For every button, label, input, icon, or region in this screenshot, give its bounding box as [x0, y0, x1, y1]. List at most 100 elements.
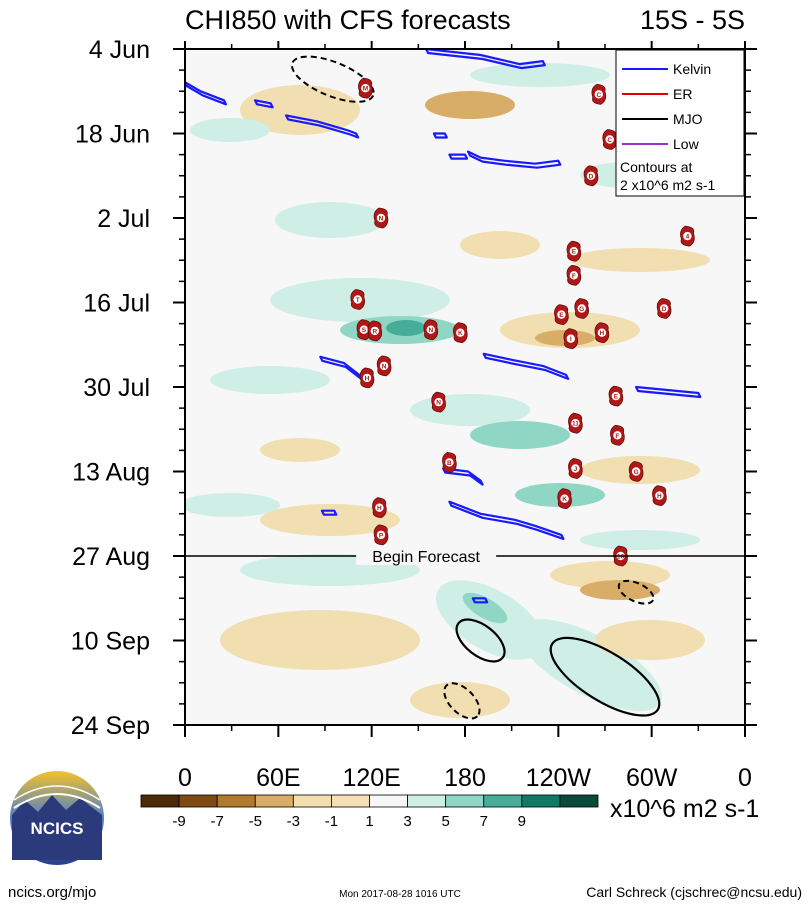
storm-label: B	[447, 460, 452, 467]
colorbar-swatch	[445, 794, 485, 808]
storm-marker: E	[608, 385, 624, 407]
colorbar-swatch	[292, 794, 332, 808]
footer-timestamp: Mon 2017-08-28 1016 UTC	[339, 889, 461, 900]
storm-label: P	[379, 532, 384, 539]
colorbar-swatch	[483, 794, 523, 808]
x-tick-label: 60E	[256, 764, 300, 792]
legend-note-line1: Contours at	[620, 159, 692, 175]
y-tick-label: 13 Aug	[72, 459, 150, 487]
footer-site: ncics.org/mjo	[8, 884, 96, 901]
storm-eye	[376, 530, 386, 540]
colorbar-tick-label: -3	[287, 813, 300, 830]
storm-eye	[560, 494, 569, 503]
storm-label: N	[382, 363, 387, 370]
storm-eye	[376, 213, 386, 223]
storm-label: H	[657, 493, 662, 500]
legend-entry-label: Kelvin	[673, 61, 711, 77]
forecast-label-bg	[356, 547, 497, 565]
colorbar-swatch	[140, 794, 180, 808]
storm-marker: N	[431, 391, 446, 413]
colorbar-units: x10^6 m2 s-1	[610, 795, 759, 823]
storm-marker: K	[557, 488, 572, 510]
colorbar-swatch	[216, 794, 256, 808]
storm-eye	[370, 326, 379, 336]
y-tick-label: 10 Sep	[71, 628, 150, 656]
storm-eye	[375, 503, 384, 512]
storm-marker: E	[554, 304, 569, 326]
logo-text: NCICS	[31, 819, 84, 838]
storm-label: T	[356, 297, 360, 304]
storm-label: H	[365, 375, 370, 382]
storm-label: K	[562, 496, 567, 503]
storm-label: S	[362, 327, 367, 334]
y-tick-label: 2 Jul	[97, 205, 150, 233]
storm-marker: C	[602, 129, 617, 150]
storm-eye	[359, 325, 369, 334]
storm-label: E	[572, 249, 577, 256]
storm-marker: H	[594, 322, 610, 344]
storm-marker: N	[376, 355, 392, 377]
storm-eye	[655, 491, 664, 500]
kelvin-contour	[471, 597, 489, 604]
storm-eye	[571, 419, 580, 428]
storm-marker: 11	[568, 412, 583, 434]
colorbar: -9 -7 -5 -3 -1 1 3 5 7 9	[140, 794, 599, 830]
storm-marker: T	[350, 289, 365, 310]
legend-box	[615, 49, 745, 197]
storm-eye	[594, 90, 603, 99]
storm-marker: R	[367, 320, 383, 342]
storm-label: C	[607, 137, 612, 144]
colorbar-tick-label: 1	[365, 813, 373, 830]
storm-marker: B	[442, 451, 457, 473]
storm-eye	[566, 334, 575, 343]
storm-marker: F	[566, 264, 582, 286]
storm-marker: N	[423, 319, 439, 341]
storm-label: R	[372, 328, 377, 335]
storm-label: J	[574, 466, 578, 473]
storm-eye	[613, 431, 622, 440]
kelvin-contour	[482, 352, 570, 380]
x-tick-label: 0	[738, 764, 752, 792]
storm-label: G	[634, 469, 639, 476]
storm-eye	[569, 271, 579, 280]
storm-markers: M C C D N 4 E F T G D E S R N K H I N H E N 11 F B J G K H H P 10	[350, 77, 695, 567]
y-tick-label: 24 Sep	[71, 712, 150, 740]
region-label: 15S - 5S	[640, 5, 745, 35]
colorbar-swatch	[331, 794, 370, 808]
storm-eye	[353, 295, 362, 304]
storm-label: N	[379, 216, 384, 223]
storm-eye	[631, 467, 641, 476]
y-tick-label: 30 Jul	[83, 374, 150, 402]
storm-eye	[586, 171, 596, 180]
storm-eye	[683, 231, 692, 241]
storm-eye	[426, 325, 435, 334]
legend-entry-label: MJO	[673, 111, 703, 127]
x-tick-label: 120E	[342, 764, 400, 792]
storm-marker: D	[583, 165, 599, 187]
legend-entry-label: Low	[673, 136, 700, 152]
colorbar-swatch	[521, 794, 561, 808]
kelvin-contour	[320, 509, 338, 516]
colorbar-tick-label: -1	[325, 813, 338, 830]
storm-eye	[659, 304, 669, 313]
colorbar-swatch	[254, 794, 294, 808]
storm-label: E	[559, 312, 564, 319]
storm-marker: M	[358, 77, 373, 99]
storm-label: F	[572, 273, 576, 280]
storm-eye	[445, 458, 454, 467]
y-tick-label: 16 Jul	[83, 290, 150, 318]
colorbar-swatch	[369, 794, 408, 808]
kelvin-contour	[448, 153, 469, 160]
y-tick-label: 18 Jun	[75, 121, 150, 149]
storm-label: K	[458, 330, 463, 337]
storm-eye	[379, 361, 389, 371]
mjo-contour	[455, 618, 506, 663]
storm-label: 4	[686, 234, 690, 241]
kelvin-contour	[185, 81, 227, 106]
storm-marker: I	[563, 328, 579, 350]
colorbar-tick-label: 7	[480, 813, 488, 830]
x-tick-label: 0	[178, 764, 192, 792]
kelvin-contour	[448, 500, 565, 540]
storm-marker: 4	[680, 225, 695, 247]
colorbar-swatch	[178, 794, 218, 808]
